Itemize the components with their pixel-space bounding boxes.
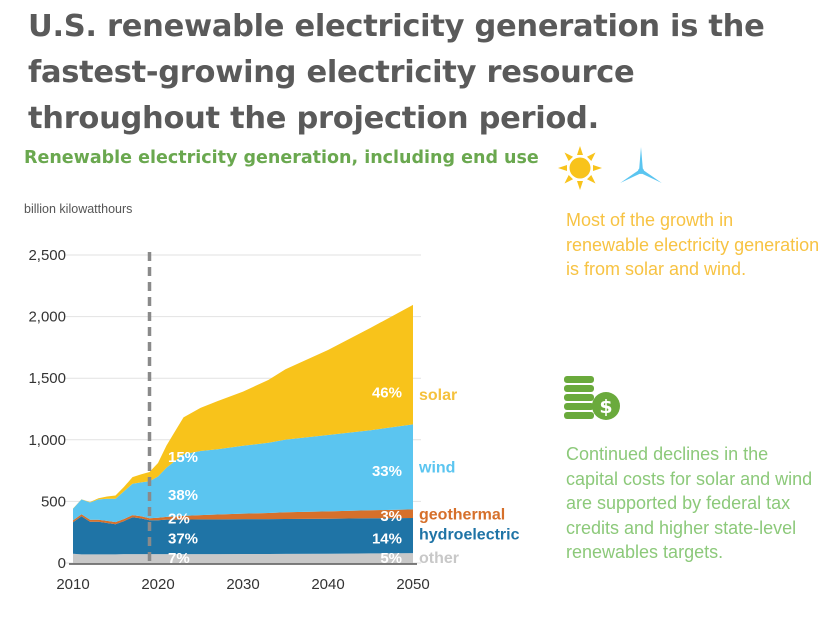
- series-label-other: other: [419, 550, 459, 567]
- share-2050-hydroelectric: 14%: [372, 530, 402, 547]
- series-label-wind: wind: [418, 459, 455, 476]
- x-tick-label-2040: 2040: [311, 576, 344, 593]
- share-2050-geothermal: 3%: [380, 508, 402, 525]
- y-tick-label-1,000: 1,000: [28, 432, 66, 449]
- share-2050-wind: 33%: [372, 463, 402, 480]
- x-tick-label-2030: 2030: [226, 576, 259, 593]
- area-geothermal: [73, 509, 413, 525]
- area-hydroelectric: [73, 516, 413, 555]
- area-other: [73, 553, 413, 563]
- headline: U.S. renewable electricity generation is…: [28, 9, 765, 136]
- area-solar: [73, 304, 413, 509]
- coin-stack-icon: $: [562, 374, 626, 431]
- chart-title: Renewable electricity generation, includ…: [24, 148, 539, 168]
- share-2020-hydroelectric: 37%: [168, 530, 198, 547]
- y-tick-label-1,500: 1,500: [28, 370, 66, 387]
- callout-solar-wind-growth: Most of the growth in renewable electric…: [566, 210, 820, 279]
- series-label-solar: solar: [419, 387, 457, 404]
- share-2050-solar: 46%: [372, 384, 402, 401]
- y-axis-units: billion kilowatthours: [24, 202, 133, 216]
- x-tick-label-2020: 2020: [141, 576, 174, 593]
- share-2020-geothermal: 2%: [168, 511, 190, 528]
- share-2020-solar: 15%: [168, 449, 198, 466]
- share-2020-wind: 38%: [168, 487, 198, 504]
- svg-text:$: $: [599, 396, 612, 418]
- share-2050-other: 5%: [380, 550, 402, 567]
- sun-icon: [558, 146, 602, 190]
- callout-capital-costs: Continued declines in the capital costs …: [566, 444, 813, 562]
- area-wind: [73, 424, 413, 523]
- sun-and-wind-icons: [556, 144, 676, 199]
- share-2020-other: 7%: [168, 550, 190, 567]
- y-tick-label-2,500: 2,500: [28, 247, 66, 264]
- wind-turbine-icon: [620, 147, 662, 183]
- x-tick-label-2010: 2010: [56, 576, 89, 593]
- x-tick-label-2050: 2050: [396, 576, 429, 593]
- y-tick-label-0: 0: [58, 555, 66, 572]
- series-label-geothermal: geothermal: [419, 506, 505, 523]
- y-tick-label-500: 500: [41, 493, 66, 510]
- y-tick-label-2,000: 2,000: [28, 309, 66, 326]
- series-label-hydroelectric: hydroelectric: [419, 526, 520, 543]
